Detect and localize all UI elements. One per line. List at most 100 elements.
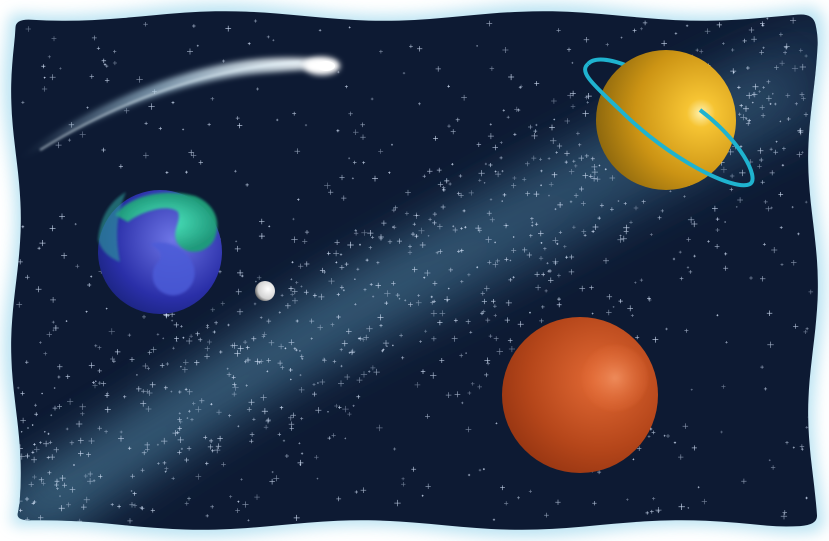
star <box>86 452 91 458</box>
star <box>525 191 531 197</box>
mars-planet <box>502 317 658 473</box>
star <box>164 466 169 471</box>
star <box>159 363 165 368</box>
star <box>574 164 578 168</box>
star <box>57 375 61 379</box>
star <box>418 102 421 106</box>
star <box>19 508 23 513</box>
star <box>567 92 574 99</box>
star <box>465 426 472 433</box>
star <box>146 390 153 396</box>
star <box>98 474 103 479</box>
star <box>192 24 196 28</box>
star <box>528 489 532 493</box>
star <box>423 276 426 279</box>
star <box>484 372 489 378</box>
star <box>391 281 396 286</box>
star <box>584 95 589 100</box>
star <box>774 65 779 70</box>
star <box>285 303 291 309</box>
comet-tail-streak <box>39 61 301 151</box>
star <box>210 403 213 406</box>
star <box>304 230 310 235</box>
star <box>722 42 725 45</box>
star <box>237 269 244 276</box>
star <box>180 325 183 328</box>
star <box>745 121 751 126</box>
star <box>456 191 461 196</box>
star <box>481 298 487 305</box>
star <box>432 220 437 226</box>
star <box>185 170 188 174</box>
star <box>517 321 524 328</box>
star <box>164 470 167 473</box>
star <box>65 374 71 379</box>
star <box>142 363 149 369</box>
star <box>572 225 576 229</box>
star <box>534 271 540 277</box>
star <box>779 120 782 123</box>
star <box>632 458 635 461</box>
star <box>322 357 326 361</box>
star <box>558 230 563 234</box>
star <box>353 129 359 135</box>
star <box>59 213 65 220</box>
star <box>192 401 196 406</box>
star <box>292 297 298 304</box>
star <box>339 253 343 256</box>
star <box>282 439 286 442</box>
star <box>509 259 512 262</box>
star <box>105 391 109 396</box>
star <box>87 471 93 477</box>
star <box>491 299 496 304</box>
star <box>165 362 169 366</box>
star <box>808 289 814 295</box>
star <box>427 235 430 237</box>
star <box>679 276 684 281</box>
star <box>31 456 37 463</box>
star <box>760 113 766 118</box>
star <box>300 417 304 421</box>
star <box>237 500 240 503</box>
star <box>415 214 418 217</box>
star <box>549 124 555 131</box>
star <box>564 160 568 164</box>
star <box>729 187 734 192</box>
star <box>265 418 271 424</box>
star <box>278 343 284 350</box>
star <box>212 330 216 334</box>
star <box>652 336 659 343</box>
star <box>118 164 123 169</box>
star <box>261 334 266 339</box>
star <box>533 129 538 133</box>
star <box>438 249 443 254</box>
star <box>136 374 138 376</box>
star <box>48 440 53 445</box>
star <box>592 224 599 230</box>
star <box>362 161 366 165</box>
star <box>467 473 471 477</box>
star <box>486 361 490 366</box>
star <box>20 391 25 396</box>
star <box>439 310 446 317</box>
star <box>392 225 397 230</box>
star <box>404 211 409 216</box>
star <box>551 98 557 104</box>
star <box>591 229 595 233</box>
star <box>763 387 768 391</box>
star <box>347 241 354 249</box>
star <box>543 247 547 251</box>
star <box>17 259 23 265</box>
star <box>552 237 559 244</box>
star <box>266 358 271 363</box>
star <box>75 420 83 428</box>
star <box>401 356 405 360</box>
star <box>92 381 95 384</box>
star <box>399 333 403 338</box>
star <box>330 322 335 327</box>
star <box>522 177 527 182</box>
star <box>143 22 148 27</box>
star <box>266 370 269 373</box>
star <box>342 405 349 413</box>
